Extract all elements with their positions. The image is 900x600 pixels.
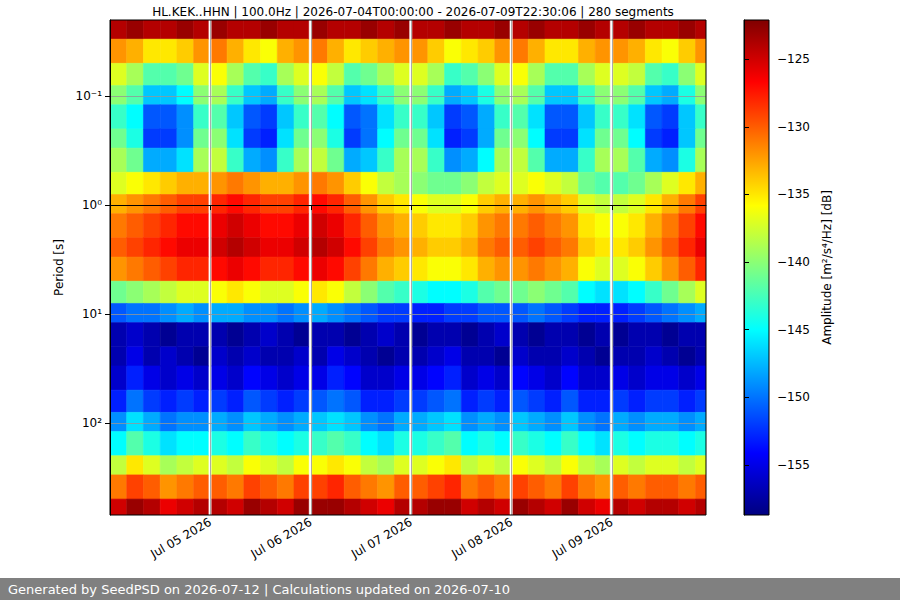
- svg-text:HL.KEK..HHN | 100.0Hz | 2026-0: HL.KEK..HHN | 100.0Hz | 2026-07-04T00:00…: [152, 5, 674, 19]
- svg-text:−155: −155: [777, 458, 810, 472]
- svg-text:Jul 05 2026: Jul 05 2026: [147, 515, 214, 562]
- svg-text:10¹: 10¹: [82, 307, 102, 321]
- svg-text:Jul 08 2026: Jul 08 2026: [448, 515, 515, 562]
- svg-text:Generated by SeedPSD on 2026-0: Generated by SeedPSD on 2026-07-12 | Cal…: [8, 582, 510, 597]
- svg-text:−140: −140: [777, 255, 810, 269]
- svg-text:−150: −150: [777, 390, 810, 404]
- svg-text:Jul 07 2026: Jul 07 2026: [348, 515, 415, 562]
- svg-text:10⁻¹: 10⁻¹: [76, 89, 103, 103]
- svg-text:10²: 10²: [82, 416, 102, 430]
- svg-text:−145: −145: [777, 323, 810, 337]
- svg-text:Jul 06 2026: Jul 06 2026: [248, 515, 315, 562]
- svg-text:Period [s]: Period [s]: [52, 239, 66, 296]
- svg-text:10⁰: 10⁰: [82, 198, 102, 212]
- svg-text:−130: −130: [777, 120, 810, 134]
- svg-text:−125: −125: [777, 52, 810, 66]
- svg-text:Jul 09 2026: Jul 09 2026: [549, 515, 616, 562]
- svg-text:−135: −135: [777, 187, 810, 201]
- svg-text:Amplitude [m²/s⁴/Hz] [dB]: Amplitude [m²/s⁴/Hz] [dB]: [820, 190, 834, 345]
